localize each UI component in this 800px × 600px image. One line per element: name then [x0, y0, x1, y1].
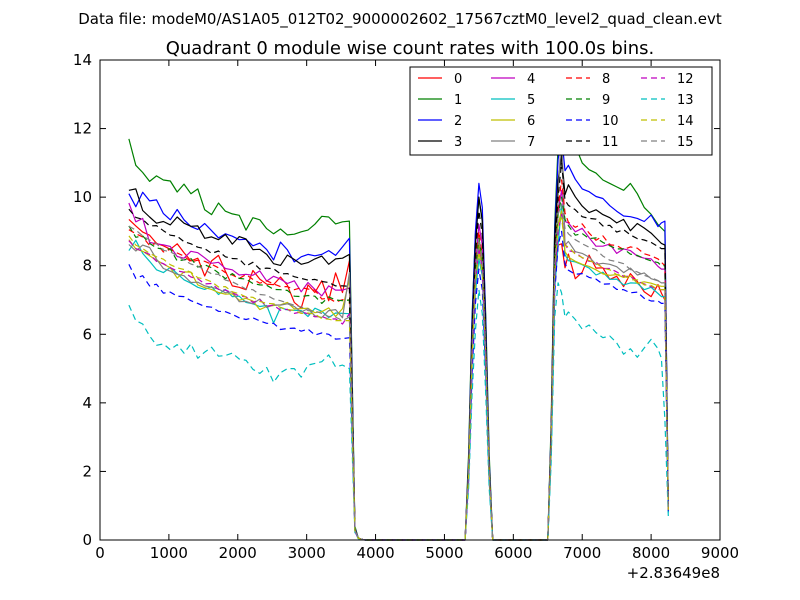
series-line-10: [128, 230, 669, 541]
legend-label-6: 6: [527, 114, 535, 129]
x-tick-label: 2000: [219, 544, 257, 562]
chart-suptitle: Data file: modeM0/AS1A05_012T02_90000026…: [78, 10, 722, 29]
legend-label-10: 10: [602, 114, 619, 129]
legend-label-4: 4: [527, 72, 535, 87]
x-tick-label: 5000: [425, 544, 463, 562]
legend-label-0: 0: [454, 72, 462, 87]
legend-label-11: 11: [602, 135, 619, 150]
legend-label-13: 13: [677, 93, 694, 108]
series-line-5: [128, 203, 669, 541]
legend-label-5: 5: [527, 93, 535, 108]
chart-title: Quadrant 0 module wise count rates with …: [166, 38, 655, 59]
series-line-9: [128, 196, 669, 541]
legend-label-9: 9: [602, 93, 610, 108]
series-line-4: [128, 189, 669, 541]
y-tick-label: 12: [73, 120, 92, 138]
plot-lines: [128, 110, 669, 541]
y-tick-label: 0: [82, 531, 92, 549]
legend-label-15: 15: [677, 135, 694, 150]
y-tick-label: 6: [82, 325, 92, 343]
y-tick-label: 8: [82, 257, 92, 275]
series-line-15: [128, 203, 669, 541]
legend-label-2: 2: [454, 114, 462, 129]
x-tick-label: 8000: [632, 544, 670, 562]
y-tick-label: 2: [82, 462, 92, 480]
y-tick-label: 4: [82, 394, 92, 412]
legend-label-14: 14: [677, 114, 694, 129]
legend-label-8: 8: [602, 72, 610, 87]
legend-frame: [409, 66, 713, 156]
series-line-8: [128, 179, 669, 541]
series-line-12: [128, 213, 669, 541]
x-tick-label: 4000: [356, 544, 394, 562]
series-line-11: [128, 162, 669, 541]
legend-label-12: 12: [677, 72, 694, 87]
series-line-2: [128, 134, 669, 541]
legend-label-7: 7: [527, 135, 535, 150]
plot-frame: [99, 59, 721, 541]
legend-label-3: 3: [454, 135, 462, 150]
y-tick-label: 10: [73, 188, 92, 206]
x-tick-label: 7000: [563, 544, 601, 562]
x-tick-label: 6000: [494, 544, 532, 562]
x-tick-label: 1000: [150, 544, 188, 562]
y-tick-label: 14: [73, 51, 92, 69]
x-tick-label: 0: [95, 544, 105, 562]
x-tick-label: 9000: [701, 544, 739, 562]
series-line-7: [128, 128, 669, 541]
x-offset-label: +2.83649e8: [627, 564, 720, 582]
x-tick-label: 3000: [288, 544, 326, 562]
tick-labels: 0 1000 2000 3000 4000 5000 6000 7000 8000 9000 0 2 4…: [73, 51, 739, 562]
series-line-13: [128, 282, 669, 541]
legend-label-1: 1: [454, 93, 462, 108]
